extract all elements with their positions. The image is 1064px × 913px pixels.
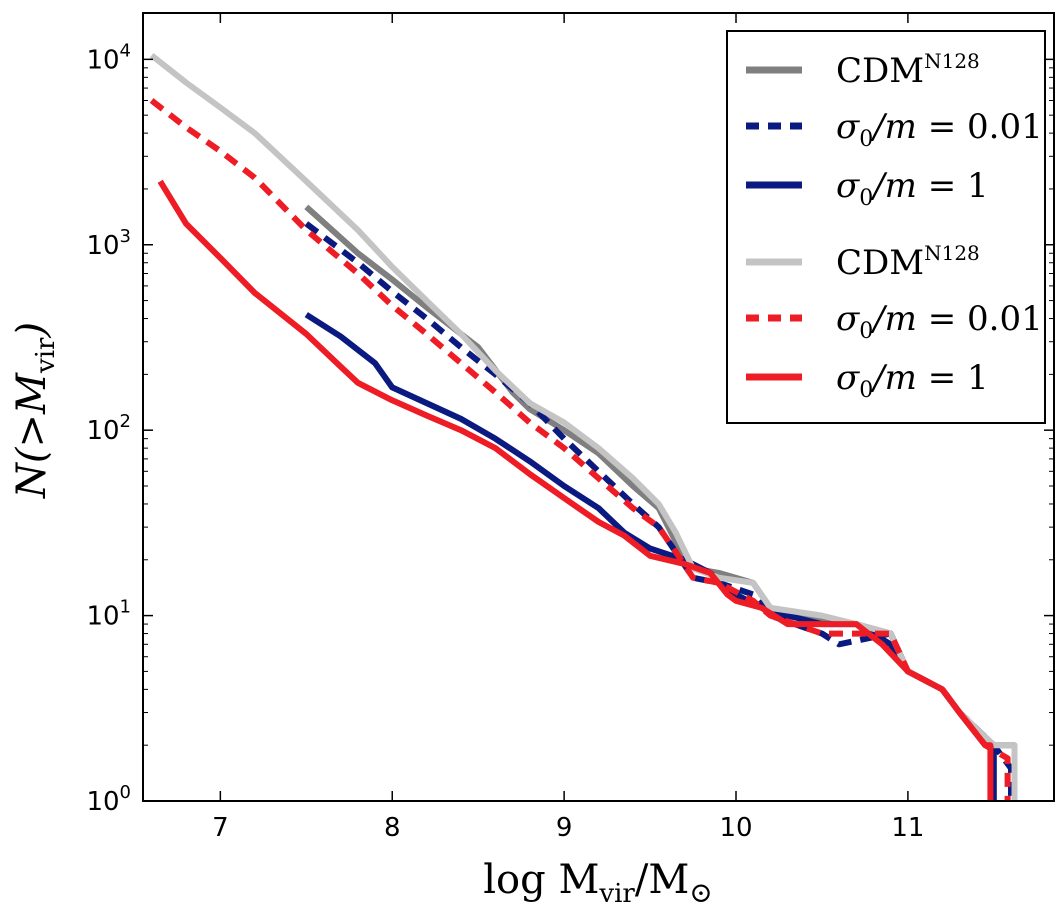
legend-label-3: σ0/m = 1 [836, 166, 989, 211]
series-line-6 [157, 179, 994, 801]
y-tick-label: 103 [86, 226, 131, 261]
legend-label-2: σ0/m = 0.01 [836, 107, 1043, 152]
y-tick-label: 100 [86, 782, 131, 817]
legend-label-4: CDMN128 [836, 241, 980, 283]
x-tick-label: 8 [384, 813, 401, 843]
labels-layer: 7 8 9 10 11 100 101 102 103 104 log Mvir/M⊙ N(>Mvir… [9, 40, 924, 909]
legend-box [726, 30, 1046, 424]
legend-label-5: σ0/m = 0.01 [836, 299, 1043, 344]
legend-label-6: σ0/m = 1 [836, 358, 989, 403]
y-axis-label: N(>Mvir) [9, 322, 61, 499]
x-tick-label: 11 [891, 813, 924, 843]
y-tick-label: 101 [86, 597, 131, 632]
ticks-layer [143, 13, 1054, 802]
x-axis-label: log Mvir/M⊙ [483, 857, 713, 908]
y-tick-label: 102 [86, 411, 131, 446]
plot-frame [142, 12, 1055, 802]
series-layer [149, 53, 1018, 801]
y-tick-label: 104 [86, 40, 131, 75]
x-tick-label: 9 [556, 813, 573, 843]
x-tick-label: 10 [719, 813, 752, 843]
x-tick-label: 7 [212, 813, 229, 843]
